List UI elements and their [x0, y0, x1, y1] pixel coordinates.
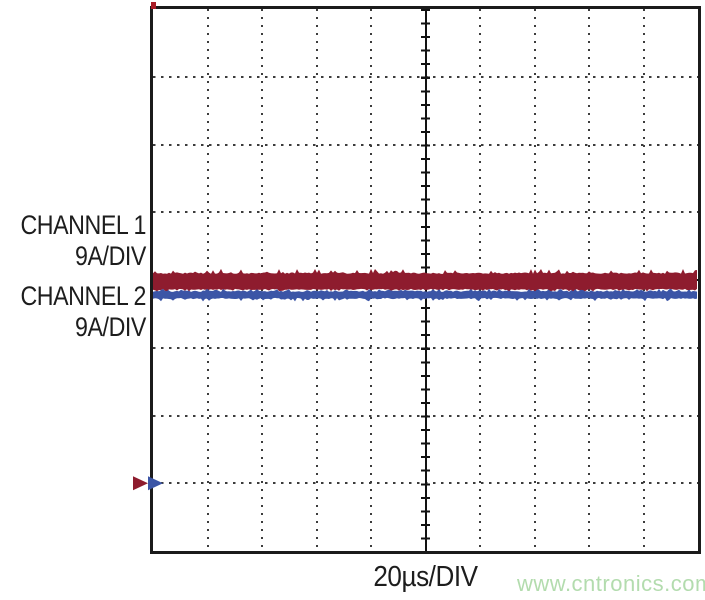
watermark-text: www.cntronics.com: [517, 571, 705, 596]
channel2-name: CHANNEL 2: [20, 281, 147, 311]
scope-grid: [153, 9, 698, 551]
timebase-label: 20µs/DIV: [373, 561, 478, 593]
scope-display: [150, 6, 701, 554]
channel1-reference-marker-icon: [133, 476, 148, 491]
channel1-label: CHANNEL 1 9A/DIV: [20, 210, 146, 272]
channel-labels: CHANNEL 1 9A/DIV CHANNEL 2 9A/DIV: [0, 210, 146, 343]
channel2-label: CHANNEL 2 9A/DIV: [20, 281, 146, 343]
channel1-scale: 9A/DIV: [75, 241, 146, 271]
center-vaxis: [424, 9, 427, 551]
channel2-scale: 9A/DIV: [75, 312, 146, 342]
channel1-name: CHANNEL 1: [20, 210, 147, 240]
